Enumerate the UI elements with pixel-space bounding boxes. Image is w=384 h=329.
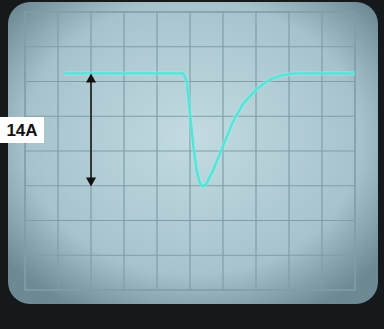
grid-line-y [25,255,355,256]
screen [8,2,378,304]
grid-line-y [25,220,355,221]
arrow-line [90,75,92,184]
plot-area [65,73,355,186]
label-box [0,117,44,143]
trace [65,73,355,186]
grid-line-y [25,81,355,82]
arrow-head [86,178,96,187]
grid-line-y [25,150,355,151]
graticule [25,12,355,290]
scope-photo: 14A [0,0,384,329]
background [0,0,384,329]
grid-line-x [90,12,91,290]
chart: 14A [0,0,384,329]
arrow-head [86,73,96,82]
plot-frame [25,12,355,290]
trace-glow [65,73,355,186]
grid-line-y [25,46,355,47]
annotation-arrow [86,73,96,186]
annotation-label: 14A [6,121,37,140]
grid-line-y [25,185,355,186]
